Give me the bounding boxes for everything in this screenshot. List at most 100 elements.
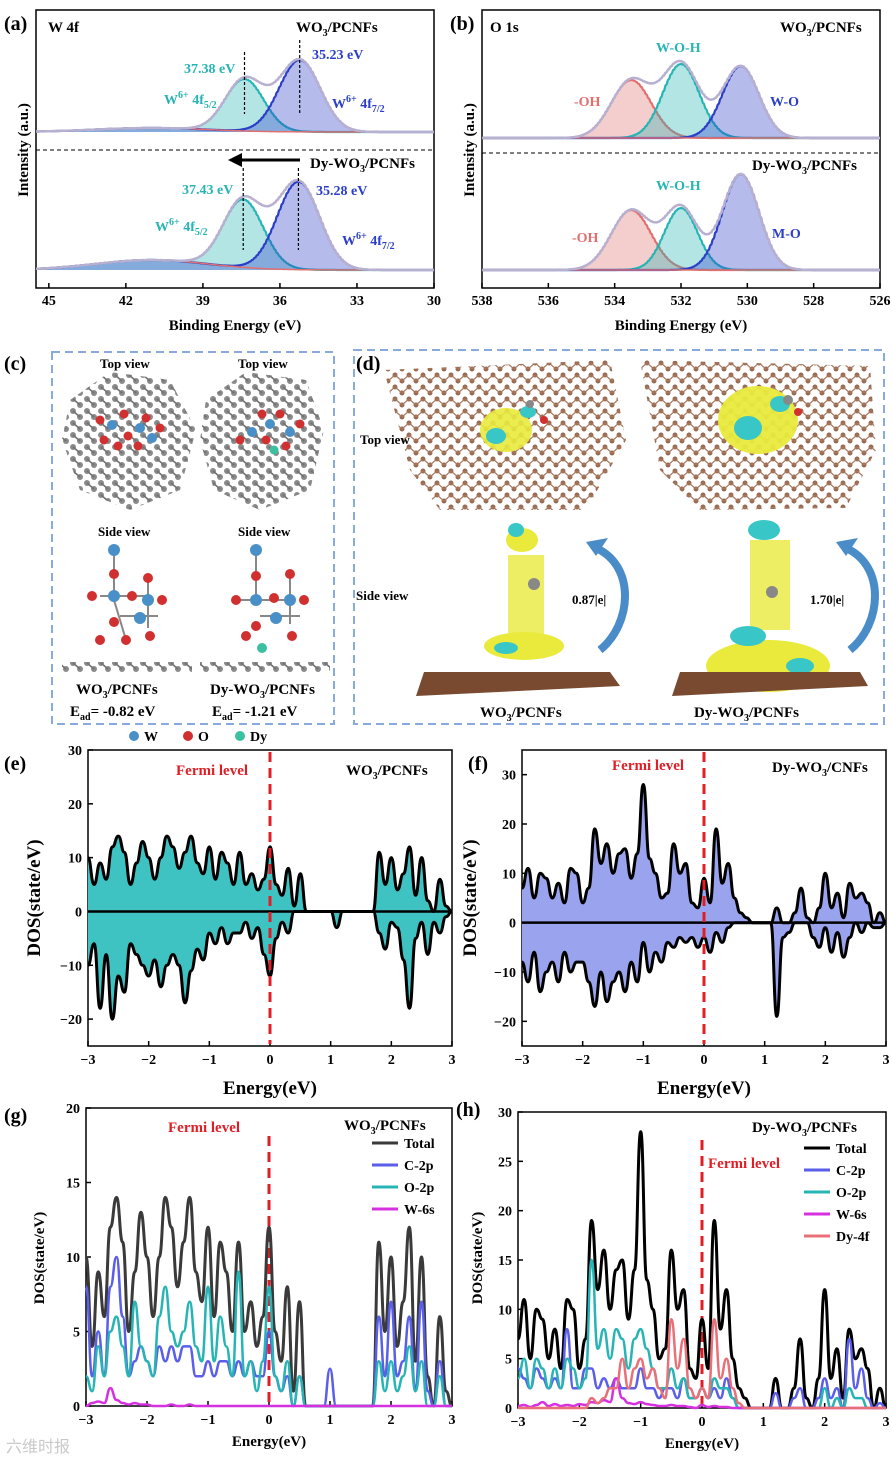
panel-c-wo3-side-1 xyxy=(87,544,167,645)
panel-b-bottom-mo-label: M-O xyxy=(772,227,801,242)
panel-c-top-view-2: Top view xyxy=(238,356,288,371)
x-tick-label: 0 xyxy=(266,1413,273,1428)
panel-c-frame xyxy=(51,351,335,725)
tick-label: 538 xyxy=(472,294,493,309)
panel-c-graphene-side-2 xyxy=(200,662,330,672)
y-tick-label: 10 xyxy=(66,1251,80,1266)
tick-label: 530 xyxy=(737,294,758,309)
x-tick-label: −2 xyxy=(572,1415,587,1430)
tick-label: 42 xyxy=(119,294,133,309)
x-tick-label: −3 xyxy=(515,1053,530,1068)
legend-label: Total xyxy=(404,1137,435,1152)
panel-b-xlabel: Binding Energy (eV) xyxy=(615,318,748,334)
panel-d-charge-1: 0.87|e| xyxy=(572,592,606,607)
panel-b-title: O 1s xyxy=(490,20,519,36)
panel-b-bottom-oh-label: -OH xyxy=(572,231,599,246)
panel-f-ylabel: DOS(state/eV) xyxy=(460,839,481,956)
tick-label: 528 xyxy=(803,294,824,309)
panel-d-charge-2: 1.70|e| xyxy=(810,592,844,607)
panel-c-label: (c) xyxy=(4,353,26,375)
panel-d-graphene-side-2 xyxy=(672,672,868,696)
y-tick-label: 30 xyxy=(68,744,82,759)
panel-c-graphene-side-1 xyxy=(62,662,192,672)
x-tick-label: 1 xyxy=(760,1415,767,1430)
panel-b-top-curves xyxy=(482,59,880,140)
x-tick-label: 1 xyxy=(327,1053,334,1068)
y-tick-label: 30 xyxy=(498,1106,512,1121)
panel-h-title: Dy-WO3/PCNFs xyxy=(752,1120,857,1139)
panel-d-frame xyxy=(353,349,885,725)
y-tick-label: 20 xyxy=(502,818,516,833)
panel-b-top-oh-label: -OH xyxy=(574,95,601,110)
panel-b-xaxis: 538 536 534 532 530 528 526 xyxy=(472,283,891,309)
panel-b-top-sample: WO3/PCNFs xyxy=(780,20,862,39)
panel-d-charge-top-1 xyxy=(480,400,548,452)
tick-label: 36 xyxy=(273,294,287,309)
legend-label: O-2p xyxy=(404,1181,435,1196)
y-tick-label: −10 xyxy=(60,959,82,974)
panel-c-top-view-1: Top view xyxy=(100,356,150,371)
panel-a-top-peak2-label: 35.23 eV xyxy=(312,48,363,63)
peak-fill xyxy=(482,208,880,270)
legend-label: C-2p xyxy=(836,1164,866,1179)
series-o-2p-line xyxy=(85,1270,452,1408)
panel-g-fermi-label: Fermi level xyxy=(168,1120,240,1136)
legend-label: Dy-4f xyxy=(836,1230,870,1245)
legend-label: Total xyxy=(836,1142,867,1157)
x-tick-label: −2 xyxy=(140,1413,155,1428)
tick-label: 33 xyxy=(350,294,364,309)
panel-e-ylabel: DOS(state/eV) xyxy=(24,839,45,956)
panel-c-wo3-top-1 xyxy=(95,409,165,451)
panel-h-fermi-label: Fermi level xyxy=(708,1156,780,1172)
panel-a-top-peak1-label: 37.38 eV xyxy=(184,62,235,77)
x-tick-label: 0 xyxy=(701,1053,708,1068)
y-tick-label: 10 xyxy=(68,852,82,867)
panel-h-legend: Total C-2p O-2p W-6s Dy-4f xyxy=(804,1142,870,1245)
panel-e-title: WO3/PCNFs xyxy=(346,763,428,782)
y-tick-label: 10 xyxy=(498,1303,512,1318)
tick-label: 534 xyxy=(604,294,625,309)
panel-c-legend: W O Dy xyxy=(129,730,267,745)
panel-a-bottom-peak2-name: W6+ 4f7/2 xyxy=(342,231,395,252)
panel-b-top-woh-label: W-O-H xyxy=(656,41,701,56)
panel-c-side-view-2: Side view xyxy=(238,524,291,539)
panel-d-label: (d) xyxy=(356,353,380,375)
x-tick-label: −3 xyxy=(79,1413,94,1428)
panel-e-fermi-label: Fermi level xyxy=(176,763,248,779)
panel-d-charge-side-1 xyxy=(484,523,564,660)
x-tick-label: 3 xyxy=(449,1053,456,1068)
panel-b-ylabel: Intensity (a.u.) xyxy=(462,103,478,197)
series-dy-4f-line xyxy=(517,1317,886,1410)
legend-o-label: O xyxy=(198,730,209,745)
panel-h-xlabel: Energy(eV) xyxy=(665,1436,739,1452)
panel-d-arrowhead-1 xyxy=(586,538,608,556)
panel-g-label: (g) xyxy=(4,1105,27,1127)
panel-f-fermi-label: Fermi level xyxy=(612,758,684,774)
peak-fill xyxy=(482,64,880,138)
legend-label: W-6s xyxy=(404,1203,435,1218)
x-tick-label: −1 xyxy=(201,1413,216,1428)
peak-fill xyxy=(36,79,434,132)
panel-d-sample-1: WO3/PCNFs xyxy=(480,705,562,724)
panel-d: (d) Top view Side view xyxy=(353,349,885,725)
x-tick-label: −1 xyxy=(202,1053,217,1068)
panel-c-sample-2: Dy-WO3/PCNFs xyxy=(210,682,315,701)
panel-g: (g) −3 −2 −1 0 1 2 3 0 5 10 15 20 Fermi level WO3/P… xyxy=(4,1102,456,1450)
envelope-curve xyxy=(35,178,434,272)
y-tick-label: 20 xyxy=(66,1102,80,1117)
y-tick-label: 20 xyxy=(498,1205,512,1220)
panel-b-bottom-sample: Dy-WO3/PCNFs xyxy=(752,158,857,177)
panel-a-top-sample: WO3/PCNFs xyxy=(296,20,378,39)
legend-label: C-2p xyxy=(404,1159,434,1174)
panel-e-label: (e) xyxy=(4,753,26,775)
tick-label: 532 xyxy=(671,294,692,309)
panel-b-bottom-curves xyxy=(482,172,880,272)
dos-up-line xyxy=(86,834,453,914)
y-tick-label: 0 xyxy=(509,917,516,932)
series-w-6s-line xyxy=(85,1386,452,1408)
